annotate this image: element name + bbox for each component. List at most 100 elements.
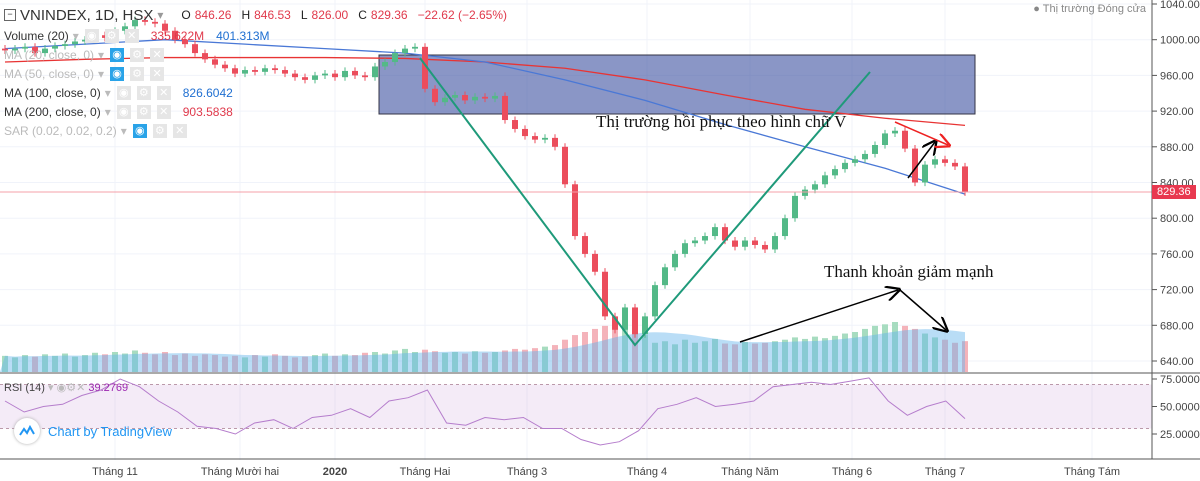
close-icon[interactable]: ✕: [150, 66, 165, 81]
volume-bar: [282, 355, 288, 372]
indicator-row: MA (50, close, 0) ▾ ◉ ⚙ ✕: [4, 64, 507, 83]
gear-icon[interactable]: ⚙: [104, 28, 119, 43]
volume-bar: [552, 345, 558, 372]
indicator-value: 401.313M: [216, 28, 270, 43]
volume-bar: [592, 328, 598, 372]
volume-bar: [912, 328, 918, 372]
candle-body: [752, 240, 758, 245]
volume-bar: [962, 341, 968, 372]
volume-bar: [432, 351, 438, 372]
candle-body: [392, 53, 398, 63]
eye-icon[interactable]: ◉: [84, 28, 99, 43]
candle-body: [842, 162, 848, 170]
gear-icon[interactable]: ⚙: [130, 66, 145, 81]
change-value: −22.62 (−2.65%): [417, 8, 507, 22]
price-tick-label: 640.00: [1160, 356, 1194, 368]
annotation-v-recovery[interactable]: Thị trường hồi phục theo hình chữ V: [596, 112, 847, 131]
volume-bar: [332, 355, 338, 372]
candle-body: [52, 45, 58, 49]
time-tick-label: Tháng 4: [627, 466, 667, 478]
volume-bar: [322, 353, 328, 372]
eye-icon[interactable]: ◉: [116, 85, 131, 100]
candle-body: [72, 41, 78, 45]
candle-body: [532, 136, 538, 140]
chevron-down-icon[interactable]: ▾: [104, 104, 111, 119]
candle-body: [602, 271, 608, 317]
last-price-badge: 829.36: [1152, 185, 1196, 199]
candle-body: [202, 53, 208, 60]
chevron-down-icon[interactable]: ▾: [72, 28, 79, 43]
volume-bar: [222, 356, 228, 372]
close-icon[interactable]: ✕: [172, 123, 187, 138]
volume-bar: [442, 352, 448, 372]
chevron-down-icon[interactable]: ▾: [120, 123, 127, 138]
volume-bar: [352, 355, 358, 372]
volume-bar: [142, 352, 148, 372]
volume-bar: [162, 352, 168, 372]
volume-bar: [842, 333, 848, 372]
indicator-label[interactable]: MA (100, close, 0): [4, 85, 101, 100]
time-tick-label: Tháng 3: [507, 466, 547, 478]
volume-bar: [732, 344, 738, 372]
candle-body: [452, 95, 458, 98]
candle-body: [292, 73, 298, 78]
collapse-icon[interactable]: −: [4, 9, 16, 21]
eye-icon[interactable]: ◉: [110, 47, 125, 62]
volume-bar: [572, 335, 578, 372]
chevron-down-icon[interactable]: ▾: [98, 47, 105, 62]
eye-icon[interactable]: ◉: [116, 104, 131, 119]
gear-icon[interactable]: ⚙: [136, 104, 151, 119]
volume-bar: [502, 350, 508, 372]
candle-body: [12, 48, 18, 51]
market-status: ● Thị trường Đóng cửa: [1033, 3, 1146, 15]
candle-body: [742, 240, 748, 247]
candle-body: [132, 20, 138, 27]
volume-bar: [342, 354, 348, 372]
liquidity-arrow-down: [899, 289, 946, 330]
indicator-row: Volume (20) ▾ ◉ ⚙ ✕ 335.622M 401.313M: [4, 26, 507, 45]
annotation-liquidity[interactable]: Thanh khoản giảm mạnh: [824, 262, 994, 281]
gear-icon[interactable]: ⚙: [152, 123, 167, 138]
volume-bar: [102, 354, 108, 372]
close-icon[interactable]: ✕: [156, 104, 171, 119]
chevron-down-icon[interactable]: ▾: [157, 8, 164, 22]
chevron-down-icon[interactable]: ▾: [104, 85, 111, 100]
symbol-title[interactable]: VNINDEX, 1D, HSX: [20, 6, 154, 24]
candle-body: [962, 166, 968, 193]
decline-arrow: [894, 121, 948, 145]
chevron-down-icon[interactable]: ▾: [98, 66, 105, 81]
candle-body: [562, 146, 568, 185]
close-icon[interactable]: ✕: [150, 47, 165, 62]
indicator-value: 903.5838: [182, 104, 233, 119]
indicator-label[interactable]: SAR (0.02, 0.02, 0.2): [4, 123, 117, 138]
volume-bar: [772, 341, 778, 372]
close-icon[interactable]: ✕: [156, 85, 171, 100]
candle-body: [422, 46, 428, 89]
indicator-label[interactable]: MA (200, close, 0): [4, 104, 101, 119]
gear-icon[interactable]: ⚙: [130, 47, 145, 62]
indicator-label[interactable]: Volume (20): [4, 28, 69, 43]
candle-body: [702, 236, 708, 241]
close-icon[interactable]: ✕: [124, 28, 139, 43]
volume-bar: [232, 355, 238, 372]
volume-bar: [32, 356, 38, 372]
volume-bar: [742, 342, 748, 372]
tradingview-watermark[interactable]: Chart by TradingView: [14, 418, 172, 444]
time-tick-label: Tháng 11: [92, 466, 138, 478]
rsi-settings-icons[interactable]: ▾ ◉⚙✕: [48, 382, 86, 394]
candle-body: [822, 175, 828, 185]
rsi-tick-label: 50.0000: [1160, 402, 1200, 414]
candle-body: [32, 46, 38, 54]
candle-body: [512, 120, 518, 129]
eye-icon[interactable]: ◉: [132, 123, 147, 138]
high-label: H: [241, 8, 251, 22]
candle-body: [332, 73, 338, 78]
candle-body: [192, 44, 198, 54]
candle-body: [222, 64, 228, 69]
candle-body: [542, 137, 548, 140]
eye-icon[interactable]: ◉: [110, 66, 125, 81]
indicator-label[interactable]: MA (50, close, 0): [4, 66, 95, 81]
gear-icon[interactable]: ⚙: [136, 85, 151, 100]
indicator-label[interactable]: MA (20, close, 0): [4, 47, 95, 62]
